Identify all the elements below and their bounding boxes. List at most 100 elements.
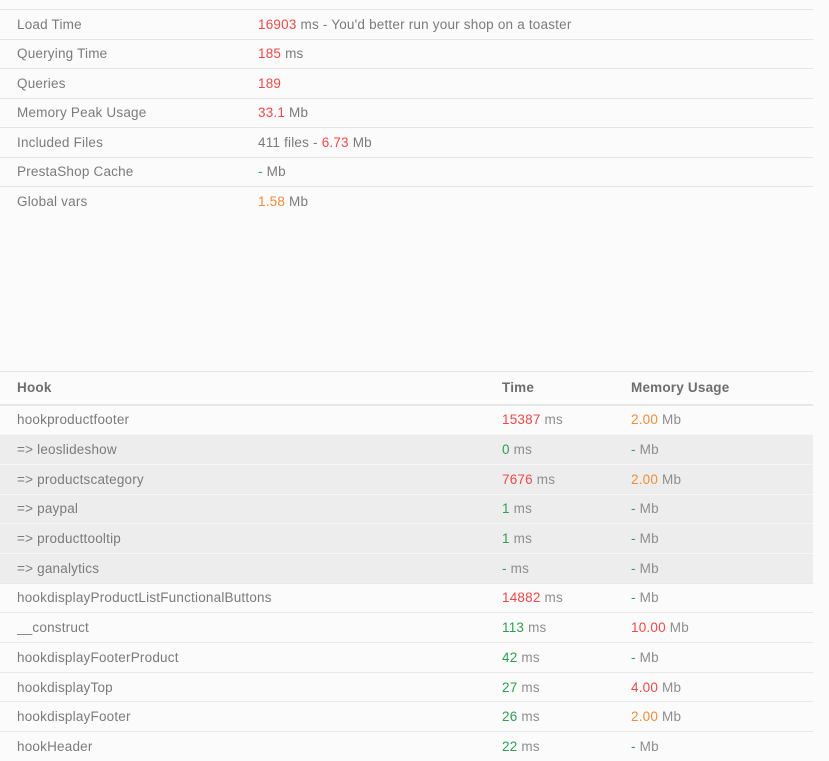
hook-time-value: 26 (502, 709, 518, 725)
hook-time: 7676 ms (502, 472, 631, 487)
hook-time-unit: ms (509, 501, 533, 517)
hook-name: hookdisplayTop (17, 679, 113, 695)
hook-memory: 2.00 Mb (631, 472, 813, 487)
hook-memory-value: - (631, 738, 636, 754)
summary-label: PrestaShop Cache (17, 164, 134, 180)
hook-memory-value: 2.00 (631, 471, 659, 487)
summary-value: 189 (258, 76, 813, 91)
hook-time-value: 42 (502, 649, 518, 665)
hook-memory: - Mb (631, 501, 813, 516)
hook-memory-value: - (631, 442, 636, 458)
hook-memory: - Mb (631, 442, 813, 457)
hook-time: 113 ms (502, 620, 631, 635)
hook-time: 15387 ms (502, 412, 631, 427)
hook-memory-value: 2.00 (631, 709, 659, 725)
hook-time-unit: ms (509, 442, 533, 458)
hook-name: hookdisplayProductListFunctionalButtons (17, 590, 272, 606)
hook-memory-unit: Mb (658, 709, 682, 725)
table-row: hookHeader 22 ms - Mb (0, 731, 813, 761)
hook-time-value: 0 (502, 442, 510, 458)
hook-memory: - Mb (631, 650, 813, 665)
summary-value: 16903 ms - You'd better run your shop on… (258, 17, 813, 32)
hook-memory-unit: Mb (635, 649, 659, 665)
hook-memory: 10.00 Mb (631, 620, 813, 635)
summary-value: 33.1 Mb (258, 105, 813, 120)
hook-memory: 2.00 Mb (631, 709, 813, 724)
summary-value-part: Mb (262, 164, 286, 180)
hook-memory: - Mb (631, 531, 813, 546)
column-header-hook: Hook (17, 380, 52, 395)
hook-time-unit: ms (540, 590, 563, 606)
hook-time-unit: ms (532, 471, 556, 487)
hook-memory: - Mb (631, 739, 813, 754)
hook-memory-value: 4.00 (631, 679, 659, 695)
hook-memory-unit: Mb (635, 590, 659, 606)
hook-name: => ganalytics (17, 560, 100, 576)
table-row: => productscategory 7676 ms 2.00 Mb (0, 463, 813, 494)
hook-memory-value: - (631, 560, 636, 576)
summary-row-memory-peak: Memory Peak Usage 33.1 Mb (0, 97, 813, 128)
hook-memory-unit: Mb (635, 442, 659, 458)
hook-time-unit: ms (509, 531, 533, 547)
hook-time-unit: ms (517, 709, 540, 725)
summary-value-part: 185 (258, 46, 282, 62)
hook-name: __construct (17, 620, 89, 636)
summary-table: Load Time 16903 ms - You'd better run yo… (0, 9, 813, 216)
hook-memory-unit: Mb (658, 471, 682, 487)
table-row: => leoslideshow 0 ms - Mb (0, 434, 813, 464)
summary-value-part: Mb (348, 134, 372, 150)
hook-name: => paypal (17, 501, 79, 517)
hook-memory: - Mb (631, 590, 813, 605)
summary-value: - Mb (258, 164, 813, 179)
hook-name: => productscategory (17, 471, 144, 487)
hook-memory-unit: Mb (658, 412, 682, 428)
summary-value-part: 1.58 (258, 193, 286, 209)
hook-memory-unit: Mb (665, 620, 689, 636)
hook-time-unit: ms (517, 679, 540, 695)
summary-value-part: Mb (285, 193, 309, 209)
hook-time-value: 15387 (502, 412, 541, 428)
hook-name: hookdisplayFooter (17, 709, 131, 725)
summary-label: Included Files (17, 134, 104, 150)
section-gap (0, 216, 813, 371)
summary-row-included-files: Included Files 411 files - 6.73 Mb (0, 127, 813, 157)
hook-time-value: 113 (502, 620, 525, 636)
hook-time: 1 ms (502, 531, 631, 546)
hook-time: 0 ms (502, 442, 631, 457)
summary-value-part: ms - You'd better run your shop on a toa… (296, 16, 572, 32)
hook-memory-value: - (631, 531, 636, 547)
hook-time-unit: ms (506, 560, 530, 576)
table-row: => producttooltip 1 ms - Mb (0, 523, 813, 553)
summary-value-part: 189 (258, 75, 282, 91)
hook-name: hookdisplayFooterProduct (17, 649, 179, 665)
hook-memory-unit: Mb (658, 679, 682, 695)
summary-value: 1.58 Mb (258, 194, 813, 209)
summary-row-global-vars: Global vars 1.58 Mb (0, 186, 813, 216)
table-row: => paypal 1 ms - Mb (0, 493, 813, 524)
hook-time-value: 27 (502, 679, 518, 695)
hook-memory: - Mb (631, 561, 813, 576)
hook-name: hookproductfooter (17, 412, 130, 428)
hook-name: => leoslideshow (17, 442, 117, 458)
hook-memory-value: - (631, 501, 636, 517)
summary-value: 411 files - 6.73 Mb (258, 135, 813, 150)
table-row: hookdisplayFooter 26 ms 2.00 Mb (0, 701, 813, 731)
hook-time-value: 1 (502, 531, 510, 547)
summary-label: Querying Time (17, 46, 108, 62)
column-header-time: Time (502, 380, 535, 395)
hook-time: 1 ms (502, 501, 631, 516)
summary-value-part: 33.1 (258, 105, 286, 121)
summary-row-querying-time: Querying Time 185 ms (0, 38, 813, 69)
hook-time-unit: ms (517, 649, 540, 665)
table-row: hookdisplayTop 27 ms 4.00 Mb (0, 671, 813, 702)
hook-memory-unit: Mb (635, 738, 659, 754)
summary-row-load-time: Load Time 16903 ms - You'd better run yo… (0, 9, 813, 39)
summary-value-part: Mb (285, 105, 309, 121)
hook-time: 27 ms (502, 680, 631, 695)
table-row: hookproductfooter 15387 ms 2.00 Mb (0, 404, 813, 435)
hook-time-value: 22 (502, 738, 518, 754)
hook-time: - ms (502, 561, 631, 576)
hook-memory-value: - (631, 649, 636, 665)
hook-memory-value: 10.00 (631, 620, 666, 636)
summary-value-part: ms (281, 46, 304, 62)
